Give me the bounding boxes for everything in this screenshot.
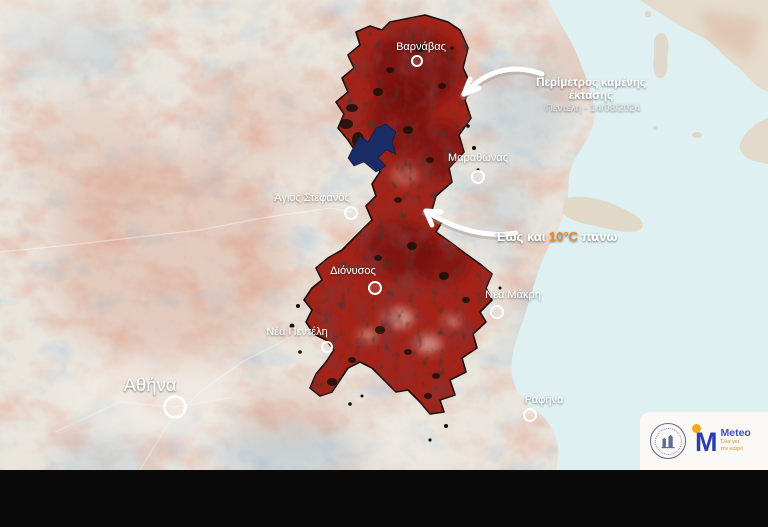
marker-dionysos bbox=[368, 281, 382, 295]
observatory-seal-logo bbox=[650, 423, 686, 459]
city-label: Νέα Πεντέλη bbox=[266, 326, 327, 338]
meteo-m-glyph: M bbox=[695, 427, 717, 458]
annotation-arrows bbox=[422, 66, 546, 240]
city-markers bbox=[163, 55, 537, 422]
meteo-tagline-line2: τον καιρό bbox=[720, 446, 744, 453]
city-label: Μαραθώνας bbox=[448, 152, 508, 164]
city-label-athina: Αθήνα bbox=[124, 374, 177, 395]
city-label: Νέα Μάκρη bbox=[485, 289, 541, 301]
marker-rafina bbox=[523, 408, 537, 422]
marker-nea-makri bbox=[490, 305, 504, 319]
marker-athina bbox=[163, 395, 187, 419]
charred-patches bbox=[327, 44, 470, 399]
annotations: Περίμετρος καμένης έκτασης Πεντέλη - 14/… bbox=[495, 77, 646, 244]
road-lines bbox=[0, 207, 353, 470]
city-label: Διόνυσος bbox=[330, 265, 376, 277]
marker-marathonas bbox=[471, 170, 485, 184]
regional-tints bbox=[0, 0, 600, 470]
burn-perimeter-label-line2: έκτασης bbox=[569, 90, 613, 102]
lake-marathon bbox=[347, 123, 397, 173]
city-labels: Βαρνάβας Μαραθώνας Άγιος Στέφανος Διόνυσ… bbox=[124, 41, 564, 406]
burn-perimeter-date: Πεντέλη - 14/08/2024 bbox=[546, 102, 641, 114]
arrow-burn-perimeter bbox=[460, 66, 546, 100]
city-label: Βαρνάβας bbox=[396, 41, 446, 53]
logos-panel: M Meteo Όλα για τον καιρό bbox=[640, 412, 768, 470]
meteo-wordmark: Meteo bbox=[720, 426, 751, 439]
city-label: Ραφήνα bbox=[525, 394, 564, 406]
meteo-tagline-line1: Όλα για bbox=[720, 439, 740, 446]
schinias-peninsula bbox=[562, 196, 643, 232]
marker-varnavas bbox=[411, 55, 423, 67]
small-island bbox=[653, 33, 669, 79]
marker-agios-stefanos bbox=[344, 206, 358, 220]
temp-note-value: 10°C bbox=[549, 229, 579, 244]
arrow-temp-note bbox=[422, 208, 520, 240]
burn-scar bbox=[289, 14, 502, 442]
temp-note-prefix: Έως και bbox=[495, 229, 549, 244]
observatory-building-icon bbox=[661, 434, 675, 449]
temp-note: Έως και 10°C πάνω bbox=[495, 229, 618, 244]
meteo-logo: M Meteo Όλα για τον καιρό bbox=[692, 424, 751, 458]
meteo-orange-dot-icon bbox=[692, 424, 701, 434]
marker-nea-penteli bbox=[321, 341, 333, 353]
city-label: Άγιος Στέφανος bbox=[274, 192, 350, 204]
burn-perimeter-label-line1: Περίμετρος καμένης bbox=[536, 77, 646, 89]
sea bbox=[511, 0, 768, 470]
outlying-burn-patches bbox=[289, 46, 502, 442]
islands bbox=[562, 0, 768, 232]
footer-bar: Διαφορά θερμοκρασίας εδάφους [°C] -8 -6 … bbox=[0, 470, 768, 527]
map-canvas: Βαρνάβας Μαραθώνας Άγιος Στέφανος Διόνυσ… bbox=[0, 0, 768, 470]
attica-temperature-map: Βαρνάβας Μαραθώνας Άγιος Στέφανος Διόνυσ… bbox=[0, 0, 768, 470]
south-euboea-islet bbox=[739, 118, 768, 164]
temp-note-suffix: πάνω bbox=[578, 229, 617, 244]
